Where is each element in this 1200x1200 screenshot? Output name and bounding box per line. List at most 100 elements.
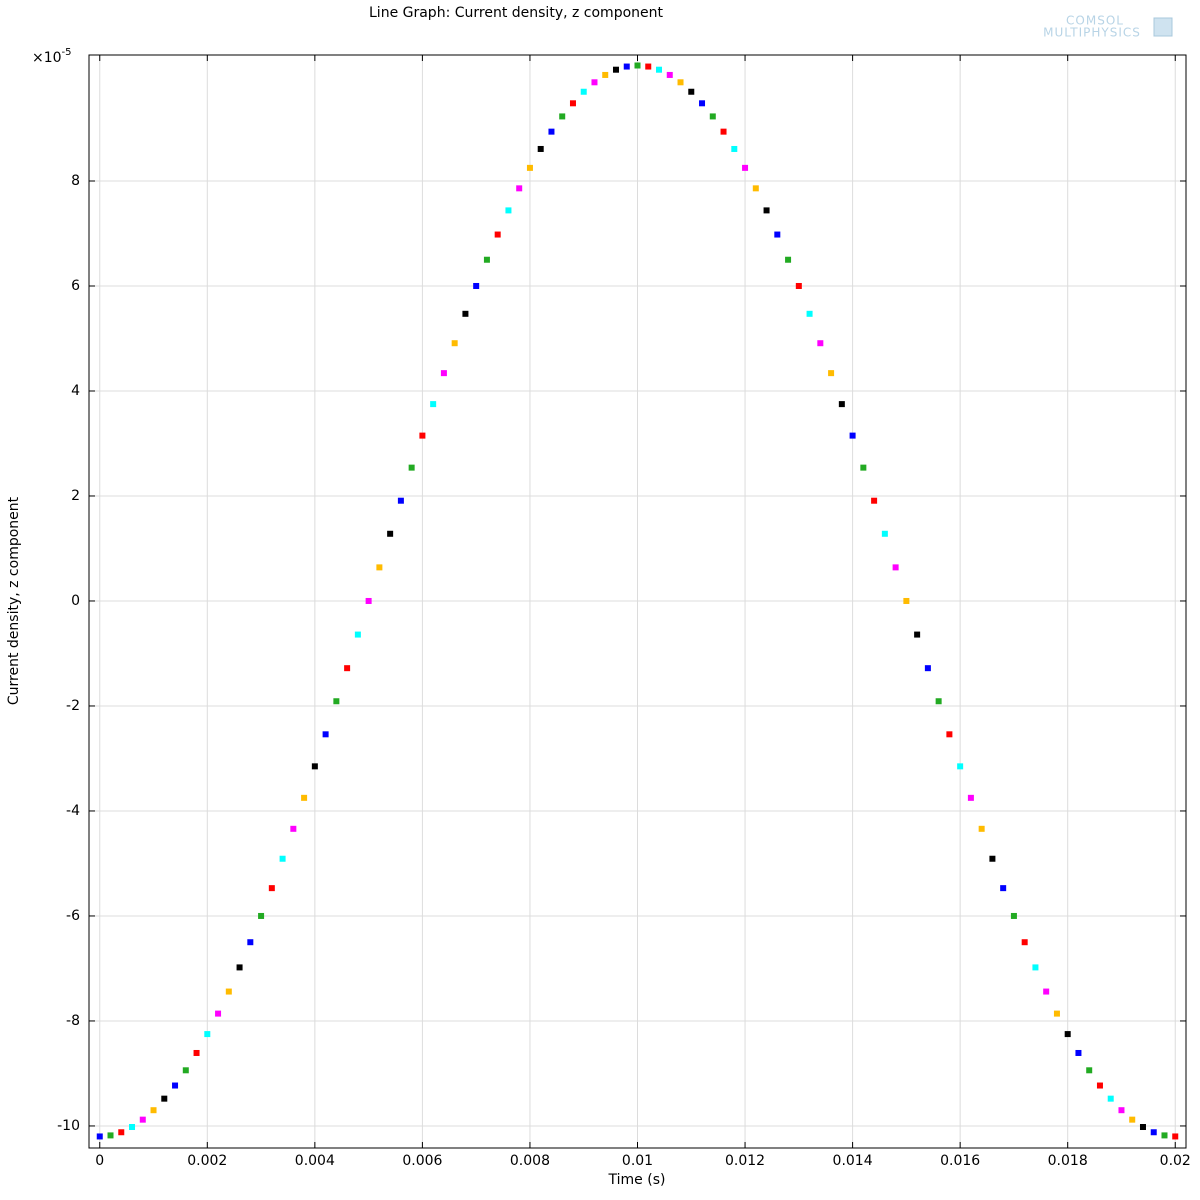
marker: [505, 207, 512, 214]
y-axis-label: Current density, z component: [6, 496, 22, 705]
marker: [322, 731, 329, 738]
marker: [1086, 1067, 1093, 1074]
y-multiplier: ×10-5: [32, 47, 72, 66]
marker: [688, 88, 695, 95]
marker: [967, 794, 974, 801]
marker: [344, 665, 351, 672]
marker: [258, 912, 265, 919]
marker: [1000, 885, 1007, 892]
y-tick-label: -4: [66, 803, 80, 819]
marker: [1139, 1124, 1146, 1131]
marker: [742, 164, 749, 171]
y-tick-label: -6: [66, 908, 80, 924]
marker: [763, 207, 770, 214]
marker: [677, 79, 684, 86]
y-tick-label: 2: [71, 488, 80, 504]
marker: [526, 164, 533, 171]
marker: [914, 631, 921, 638]
marker: [462, 310, 469, 317]
marker: [96, 1133, 103, 1140]
x-tick-label: 0.02: [1160, 1153, 1191, 1169]
marker: [139, 1116, 146, 1123]
y-tick-label: 6: [71, 278, 80, 294]
marker: [752, 185, 759, 192]
plot-frame: [88, 54, 1187, 1149]
marker: [720, 128, 727, 135]
marker: [731, 145, 738, 152]
x-tick-label: 0.012: [725, 1153, 765, 1169]
marker: [580, 88, 587, 95]
marker: [559, 113, 566, 120]
marker: [301, 794, 308, 801]
y-tick-label: -10: [57, 1118, 80, 1134]
logo-icon: [1153, 17, 1173, 37]
x-tick-label: 0.018: [1048, 1153, 1088, 1169]
marker: [795, 282, 802, 289]
marker: [774, 231, 781, 238]
logo-text: MULTIPHYSICS: [1043, 26, 1141, 40]
marker: [451, 340, 458, 347]
marker: [602, 71, 609, 78]
x-tick-label: 0.008: [510, 1153, 550, 1169]
marker: [182, 1067, 189, 1074]
marker: [311, 763, 318, 770]
marker: [290, 825, 297, 832]
marker: [871, 497, 878, 504]
y-tick-label: -8: [66, 1013, 80, 1029]
marker: [204, 1031, 211, 1038]
marker: [215, 1010, 222, 1017]
marker: [387, 530, 394, 537]
marker: [1075, 1049, 1082, 1056]
marker: [1107, 1095, 1114, 1102]
marker: [806, 310, 813, 317]
marker: [569, 100, 576, 107]
grid: [89, 55, 1186, 1148]
marker: [365, 597, 372, 604]
marker: [1150, 1129, 1157, 1136]
marker: [172, 1082, 179, 1089]
marker: [623, 63, 630, 70]
y-tick-label: 4: [71, 383, 80, 399]
marker: [1010, 912, 1017, 919]
marker: [537, 145, 544, 152]
x-tick-label: 0.002: [187, 1153, 227, 1169]
marker: [903, 597, 910, 604]
x-tick-label: 0.01: [622, 1153, 653, 1169]
marker: [591, 79, 598, 86]
y-tick-label: 0: [71, 593, 80, 609]
marker: [118, 1129, 125, 1136]
marker: [129, 1124, 136, 1131]
marker: [656, 66, 663, 73]
marker: [1043, 988, 1050, 995]
marker: [473, 282, 480, 289]
marker: [957, 763, 964, 770]
marker: [666, 71, 673, 78]
marker: [397, 497, 404, 504]
markers: [96, 62, 1179, 1140]
y-multiplier-base: ×10: [32, 50, 62, 66]
marker: [946, 731, 953, 738]
marker: [193, 1049, 200, 1056]
x-tick-label: 0.016: [940, 1153, 980, 1169]
marker: [161, 1095, 168, 1102]
marker: [408, 464, 415, 471]
marker: [440, 370, 447, 377]
marker: [709, 113, 716, 120]
marker: [645, 63, 652, 70]
marker: [430, 401, 437, 408]
x-tick-label: 0.006: [402, 1153, 442, 1169]
marker: [1129, 1116, 1136, 1123]
marker: [838, 401, 845, 408]
marker: [924, 665, 931, 672]
marker: [978, 825, 985, 832]
marker: [516, 185, 523, 192]
marker: [419, 432, 426, 439]
marker: [989, 855, 996, 862]
marker: [612, 66, 619, 73]
marker: [849, 432, 856, 439]
marker: [881, 530, 888, 537]
marker: [828, 370, 835, 377]
marker: [107, 1132, 114, 1139]
marker: [1161, 1132, 1168, 1139]
